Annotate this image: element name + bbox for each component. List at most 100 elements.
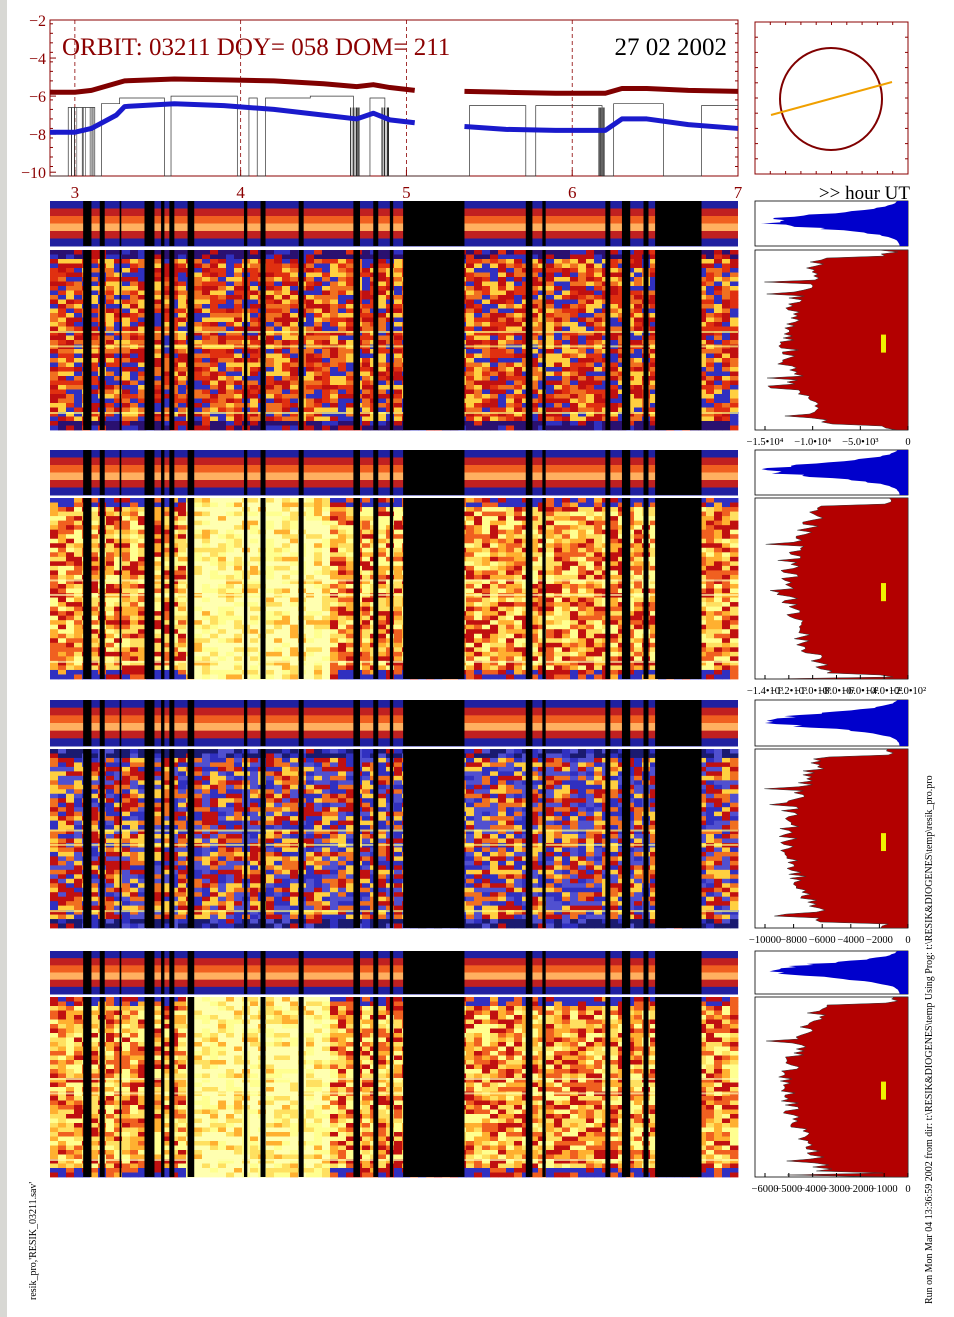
- spectrogram-cell: [322, 299, 331, 305]
- spectrogram-cell: [378, 268, 387, 273]
- spectrogram-cell: [106, 286, 115, 291]
- spectrogram-cell: [610, 259, 619, 264]
- spectrogram-cell: [722, 389, 731, 395]
- spectrogram-cell: [282, 304, 291, 309]
- spectrogram-cell: [50, 322, 59, 327]
- spectrogram-cell: [538, 281, 547, 287]
- spectrogram-cell: [546, 259, 555, 264]
- spectrogram-cell: [594, 376, 603, 381]
- spectrogram-cell: [234, 507, 243, 512]
- spectrogram-cell: [194, 606, 203, 612]
- spectrogram-cell: [202, 656, 211, 662]
- spectrogram-cell: [266, 358, 275, 363]
- spectrogram-cell: [330, 367, 339, 372]
- spectrogram-cell: [490, 268, 499, 273]
- spectrogram-cell: [234, 398, 243, 404]
- spectrogram-cell: [130, 574, 139, 580]
- spectrogram-cell: [130, 250, 139, 255]
- spectrogram-cell: [58, 656, 67, 662]
- spectrogram-cell: [490, 317, 499, 323]
- spectrogram-cell: [218, 358, 227, 363]
- spectrogram-cell: [490, 425, 499, 431]
- spectrogram-cell: [282, 272, 291, 278]
- spectrogram-cell: [178, 272, 187, 278]
- spectrogram-cell: [706, 398, 715, 404]
- spectrogram-cell: [498, 259, 507, 264]
- spectrogram-cell: [722, 259, 731, 264]
- spectrogram-cell: [714, 407, 723, 413]
- spectrogram-cell: [226, 403, 235, 408]
- spectrogram-cell: [162, 416, 171, 422]
- spectrogram-cell: [650, 254, 659, 260]
- spectrogram-cell: [90, 290, 99, 296]
- spectrogram-cell: [194, 543, 203, 549]
- spectrogram-cell: [506, 304, 515, 309]
- spectrogram-cell: [274, 380, 283, 386]
- spectrogram-cell: [346, 340, 355, 345]
- spectrogram-cell: [306, 268, 315, 273]
- spectrogram-cell: [90, 570, 99, 576]
- spectrogram-cell: [634, 290, 643, 296]
- spectrogram-cell: [290, 335, 299, 341]
- spectrogram-cell: [274, 520, 283, 526]
- spectrogram-cell: [514, 407, 523, 413]
- spectrogram-cell: [506, 412, 515, 417]
- spectrogram-cell: [346, 362, 355, 368]
- spectrogram-cell: [114, 254, 123, 260]
- spectrogram-cell: [250, 602, 259, 607]
- spectrogram-cell: [314, 538, 323, 544]
- spectrogram-cell: [482, 371, 491, 377]
- spectrogram-cell: [314, 272, 323, 278]
- spectrogram-cell: [74, 565, 83, 571]
- spectrogram-cell: [394, 322, 403, 327]
- spectrogram-cell: [730, 254, 739, 260]
- spectrogram-cell: [306, 335, 315, 341]
- spectrogram-cell: [570, 403, 579, 408]
- spectrogram-cell: [338, 380, 347, 386]
- data-gap: [403, 201, 465, 246]
- spectrogram-cell: [50, 561, 59, 567]
- spectrogram-cell: [266, 583, 275, 589]
- spectrogram-cell: [210, 520, 219, 526]
- page-edge-strip: [0, 0, 7, 1317]
- spectrogram-cell: [306, 647, 315, 653]
- spectrogram-cell: [306, 326, 315, 332]
- data-gap: [605, 201, 611, 246]
- spectrogram-cell: [130, 322, 139, 327]
- spectrogram-cell: [130, 583, 139, 589]
- spectrogram-cell: [162, 656, 171, 662]
- spectrogram-cell: [562, 416, 571, 422]
- spectrogram-cell: [274, 629, 283, 635]
- spectrogram-cell: [578, 421, 587, 426]
- spectrogram-cell: [714, 299, 723, 305]
- spectrogram-cell: [610, 263, 619, 269]
- spectrogram-cell: [338, 367, 347, 372]
- spectrogram-cell: [698, 295, 707, 300]
- spectrogram-cell: [122, 525, 131, 531]
- spectrogram-cell: [114, 349, 123, 354]
- spectrogram-cell: [362, 281, 371, 287]
- spectrogram-cell: [162, 611, 171, 617]
- spectrogram-cell: [730, 281, 739, 287]
- spectrogram-cell: [578, 335, 587, 341]
- spectrogram-cell: [266, 574, 275, 580]
- spectrogram-cell: [634, 389, 643, 395]
- spectrogram-cell: [234, 520, 243, 526]
- spectrogram-cell: [362, 250, 371, 255]
- spectrogram-cell: [650, 308, 659, 314]
- spectrogram-cell: [610, 335, 619, 341]
- spectrogram-cell: [218, 588, 227, 594]
- spectrogram-cell: [498, 263, 507, 269]
- spectrogram-cell: [178, 638, 187, 644]
- spectrogram-cell: [498, 362, 507, 368]
- spectrogram-cell: [490, 371, 499, 377]
- spectrogram-cell: [234, 651, 243, 657]
- spectrogram-cell: [362, 349, 371, 354]
- spectrogram-cell: [162, 565, 171, 571]
- spectrogram-cell: [130, 412, 139, 417]
- spectrogram-cell: [218, 263, 227, 269]
- spectrogram-cell: [634, 299, 643, 305]
- spectrogram-cell: [138, 651, 147, 657]
- spectrogram-cell: [514, 263, 523, 269]
- spectrogram-cell: [722, 403, 731, 408]
